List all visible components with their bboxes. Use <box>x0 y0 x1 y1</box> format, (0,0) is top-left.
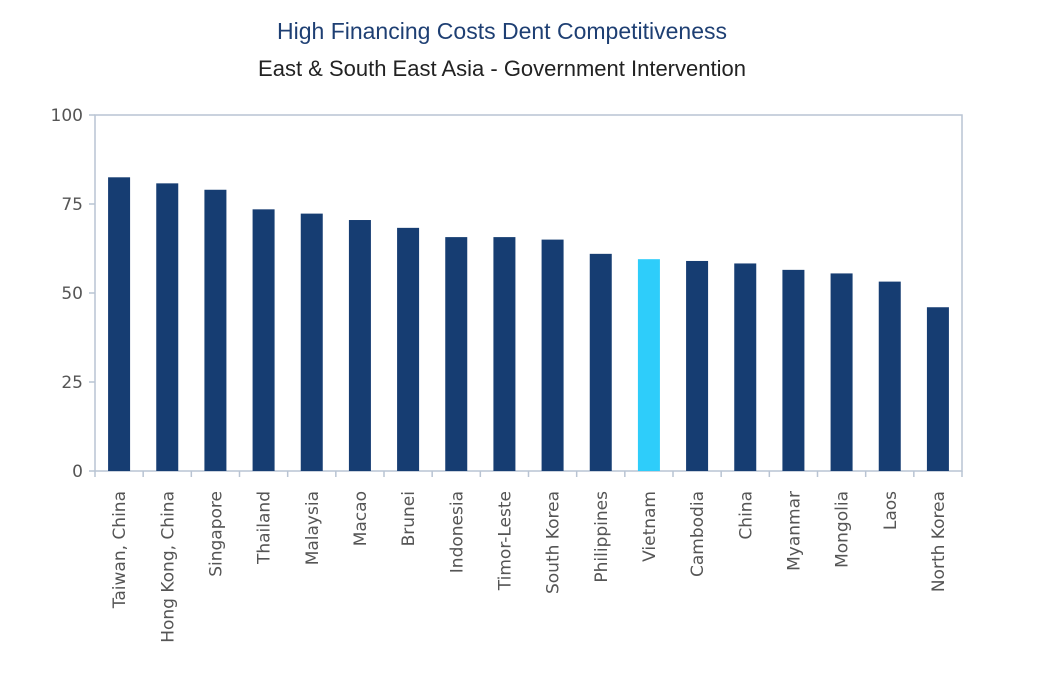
bar <box>686 260 709 471</box>
y-tick-label: 25 <box>61 373 83 393</box>
x-tick-label: Timor-Leste <box>495 491 515 591</box>
bar <box>445 237 468 471</box>
chart-title: High Financing Costs Dent Competitivenes… <box>277 18 727 44</box>
x-tick-label: Thailand <box>255 491 275 565</box>
bar <box>108 177 131 472</box>
x-tick-label: Indonesia <box>447 491 467 573</box>
x-tick-label: North Korea <box>929 491 949 592</box>
bar <box>782 269 805 471</box>
y-axis: 0 25 50 75 100 <box>51 106 95 482</box>
bar <box>156 183 179 472</box>
x-tick-label: Vietnam <box>640 491 660 562</box>
bar <box>348 220 371 471</box>
bar <box>493 237 516 471</box>
x-tick-label: Macao <box>351 491 371 546</box>
x-tick-label: Mongolia <box>833 491 853 568</box>
x-tick-label: Brunei <box>399 491 419 546</box>
x-tick-label: Singapore <box>206 491 226 577</box>
x-tick-label: Myanmar <box>784 491 804 571</box>
x-tick-label: Laos <box>881 491 901 530</box>
bar <box>926 307 949 471</box>
bar <box>589 253 612 471</box>
x-tick-label: Malaysia <box>303 491 323 565</box>
bar <box>830 273 853 471</box>
x-tick-label: Cambodia <box>688 491 708 577</box>
bar <box>637 259 660 471</box>
y-tick-label: 50 <box>61 284 83 304</box>
bar <box>541 239 564 471</box>
x-axis: Taiwan, China Hong Kong, China Singapore Th… <box>94 471 963 643</box>
bar <box>397 227 420 471</box>
bars <box>108 177 949 472</box>
bar <box>878 281 901 471</box>
x-tick-label: Hong Kong, China <box>158 491 178 643</box>
y-tick-label: 100 <box>51 106 83 126</box>
chart-subtitle: East & South East Asia - Government Inte… <box>258 56 746 81</box>
bar <box>204 189 227 471</box>
x-tick-label: South Korea <box>544 491 564 594</box>
y-tick-label: 0 <box>72 462 83 482</box>
x-tick-label: Philippines <box>592 491 612 583</box>
bar <box>252 209 275 471</box>
bar <box>734 263 757 471</box>
x-tick-label: China <box>736 491 756 540</box>
bar <box>300 213 323 471</box>
x-tick-label: Taiwan, China <box>110 491 130 609</box>
y-tick-label: 75 <box>61 195 83 215</box>
